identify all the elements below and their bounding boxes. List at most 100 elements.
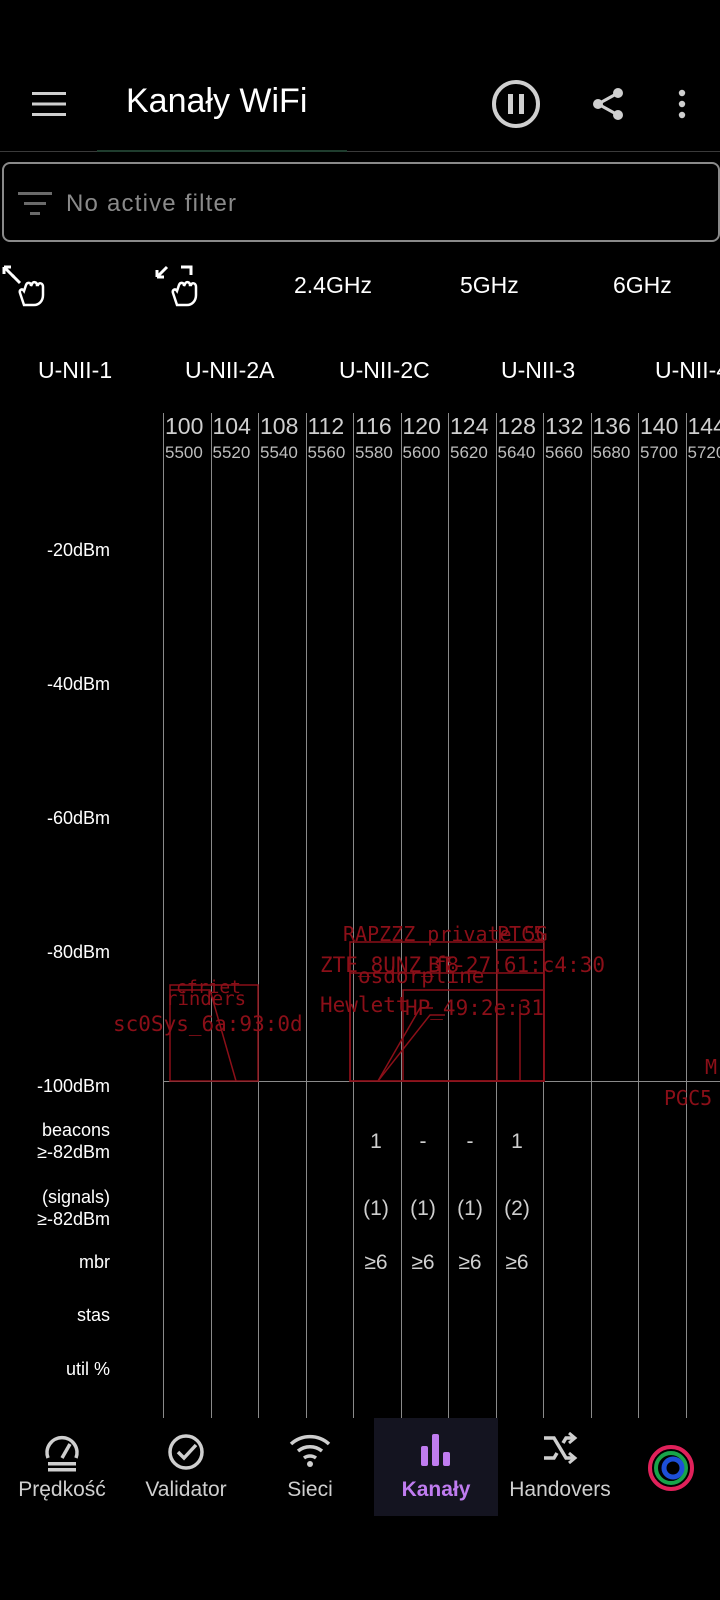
share-icon[interactable]: [586, 84, 630, 124]
channel-number[interactable]: 124: [450, 413, 489, 439]
network-label: rinders: [166, 988, 247, 1010]
network-label: cfriet: [176, 977, 242, 998]
channel-gridline: [543, 413, 544, 1418]
nav-label: Handovers: [509, 1478, 611, 1501]
signals-value: (1): [457, 1197, 483, 1220]
pause-icon[interactable]: [490, 78, 542, 130]
bar-chart-icon: [374, 1432, 498, 1472]
channel-number[interactable]: 128: [497, 413, 536, 439]
channel-number[interactable]: 120: [402, 413, 441, 439]
channel-number[interactable]: 140: [640, 413, 679, 439]
channel-frequency: 5540: [260, 443, 298, 462]
nav-predkosc[interactable]: Prędkość: [0, 1418, 124, 1516]
nav-app-logo[interactable]: [622, 1418, 720, 1516]
y-label: -40dBm: [46, 674, 110, 694]
channel-frequency: 5640: [497, 443, 536, 462]
nav-label: Sieci: [287, 1478, 333, 1501]
network-label: M: [705, 1055, 718, 1079]
beacons-value: 1: [370, 1130, 382, 1153]
unii-2a[interactable]: U-NII-2A: [185, 357, 275, 383]
shuffle-icon: [498, 1432, 622, 1472]
network-label: ZTE_8UNZ_f8: [320, 953, 460, 977]
channel-gridline: [210, 413, 212, 1418]
channel-frequency: 5660: [545, 443, 583, 462]
nav-sieci[interactable]: Sieci: [248, 1418, 372, 1516]
channel-frequency: 5500: [165, 443, 203, 462]
zoom-out-gesture-icon[interactable]: [155, 264, 199, 308]
band-6ghz[interactable]: 6GHz: [613, 272, 672, 298]
zoom-in-gesture-icon[interactable]: [2, 264, 46, 308]
network-label: sc0Sys_6a:93:0d: [113, 1012, 303, 1036]
baseline: [163, 1081, 720, 1082]
app-logo-icon: [622, 1444, 720, 1491]
network-label: HP_49:2e:31: [405, 996, 545, 1020]
signals-value: (1): [410, 1197, 436, 1220]
channel-frequency: 5700: [640, 443, 678, 462]
filter-box[interactable]: No active filter: [2, 162, 720, 242]
row-label-mbr: mbr: [79, 1252, 110, 1272]
channel-number[interactable]: 108: [260, 413, 299, 439]
channel-number[interactable]: 132: [545, 413, 584, 439]
channel-gridline: [448, 413, 449, 1418]
network-label: BT-27:61:c4:30: [428, 953, 606, 977]
menu-icon[interactable]: [26, 84, 72, 124]
channel-number[interactable]: 104: [212, 413, 251, 439]
nav-label: Validator: [145, 1478, 227, 1501]
mbr-value: ≥6: [411, 1251, 435, 1274]
beacons-value: 1: [511, 1130, 523, 1153]
nav-label: Kanały: [401, 1478, 471, 1501]
band-5ghz[interactable]: 5GHz: [460, 272, 519, 298]
network-label: RAPZZZ private 5G: [343, 922, 548, 946]
unii-2c[interactable]: U-NII-2C: [339, 357, 430, 383]
wifi-icon: [248, 1432, 372, 1472]
app-bar: Kanały WiFi: [0, 0, 720, 152]
mbr-value: ≥6: [458, 1251, 482, 1274]
channel-frequency: 5680: [592, 443, 631, 462]
channel-number[interactable]: 144: [687, 413, 720, 439]
network-label: PGC5: [664, 1086, 713, 1110]
nav-kanaly[interactable]: Kanały: [374, 1418, 498, 1516]
channel-frequency: 5560: [307, 443, 346, 462]
band-2-4ghz[interactable]: 2.4GHz: [294, 272, 372, 298]
row-label-beacons: beacons ≥-82dBm: [37, 1120, 110, 1162]
beacons-value: -: [419, 1130, 427, 1153]
more-options-icon[interactable]: [664, 84, 700, 124]
channel-frequency: 5720: [687, 443, 720, 462]
page-title: Kanały WiFi: [126, 82, 308, 120]
speedometer-icon: [0, 1432, 124, 1472]
network-label: Hewlett: [320, 993, 409, 1017]
channel-number[interactable]: 136: [592, 413, 631, 439]
y-label: -60dBm: [46, 808, 110, 828]
row-label-signals: (signals) ≥-82dBm: [37, 1187, 110, 1229]
channel-gridline: [590, 413, 592, 1418]
signals-value: (1): [363, 1197, 389, 1220]
row-label-util: util %: [65, 1359, 110, 1379]
nav-validator[interactable]: Validator: [124, 1418, 248, 1516]
channel-frequency: 5520: [212, 443, 251, 462]
mbr-value: ≥6: [364, 1251, 388, 1274]
filter-icon: [18, 190, 52, 223]
channel-gridline: [685, 413, 687, 1418]
y-label: -100dBm: [36, 1076, 110, 1096]
y-label: -80dBm: [46, 942, 110, 962]
unii-1[interactable]: U-NII-1: [38, 357, 113, 383]
channel-number[interactable]: 116: [355, 413, 392, 439]
channel-number[interactable]: 100: [165, 413, 204, 439]
row-label-stas: stas: [76, 1305, 110, 1325]
channel-number[interactable]: 112: [307, 413, 345, 439]
channel-gridline: [305, 413, 307, 1418]
channel-gridline: [163, 413, 164, 1418]
bottom-navigation: Prędkość Validator Sieci Kanały Handover…: [0, 1418, 720, 1518]
y-label: -20dBm: [46, 540, 110, 560]
channel-gridline: [638, 413, 639, 1418]
network-label: osdorpline: [358, 964, 485, 988]
channel-gridline: [353, 413, 354, 1418]
channel-frequency: 5600: [402, 443, 441, 462]
unii-3[interactable]: U-NII-3: [501, 357, 576, 383]
channel-gridline: [495, 413, 497, 1418]
network-label: PTC5: [497, 922, 546, 946]
tab-indicator: [97, 150, 347, 152]
channel-frequency: 5620: [450, 443, 488, 462]
unii-4[interactable]: U-NII-4: [655, 357, 720, 383]
nav-handovers[interactable]: Handovers: [498, 1418, 622, 1516]
